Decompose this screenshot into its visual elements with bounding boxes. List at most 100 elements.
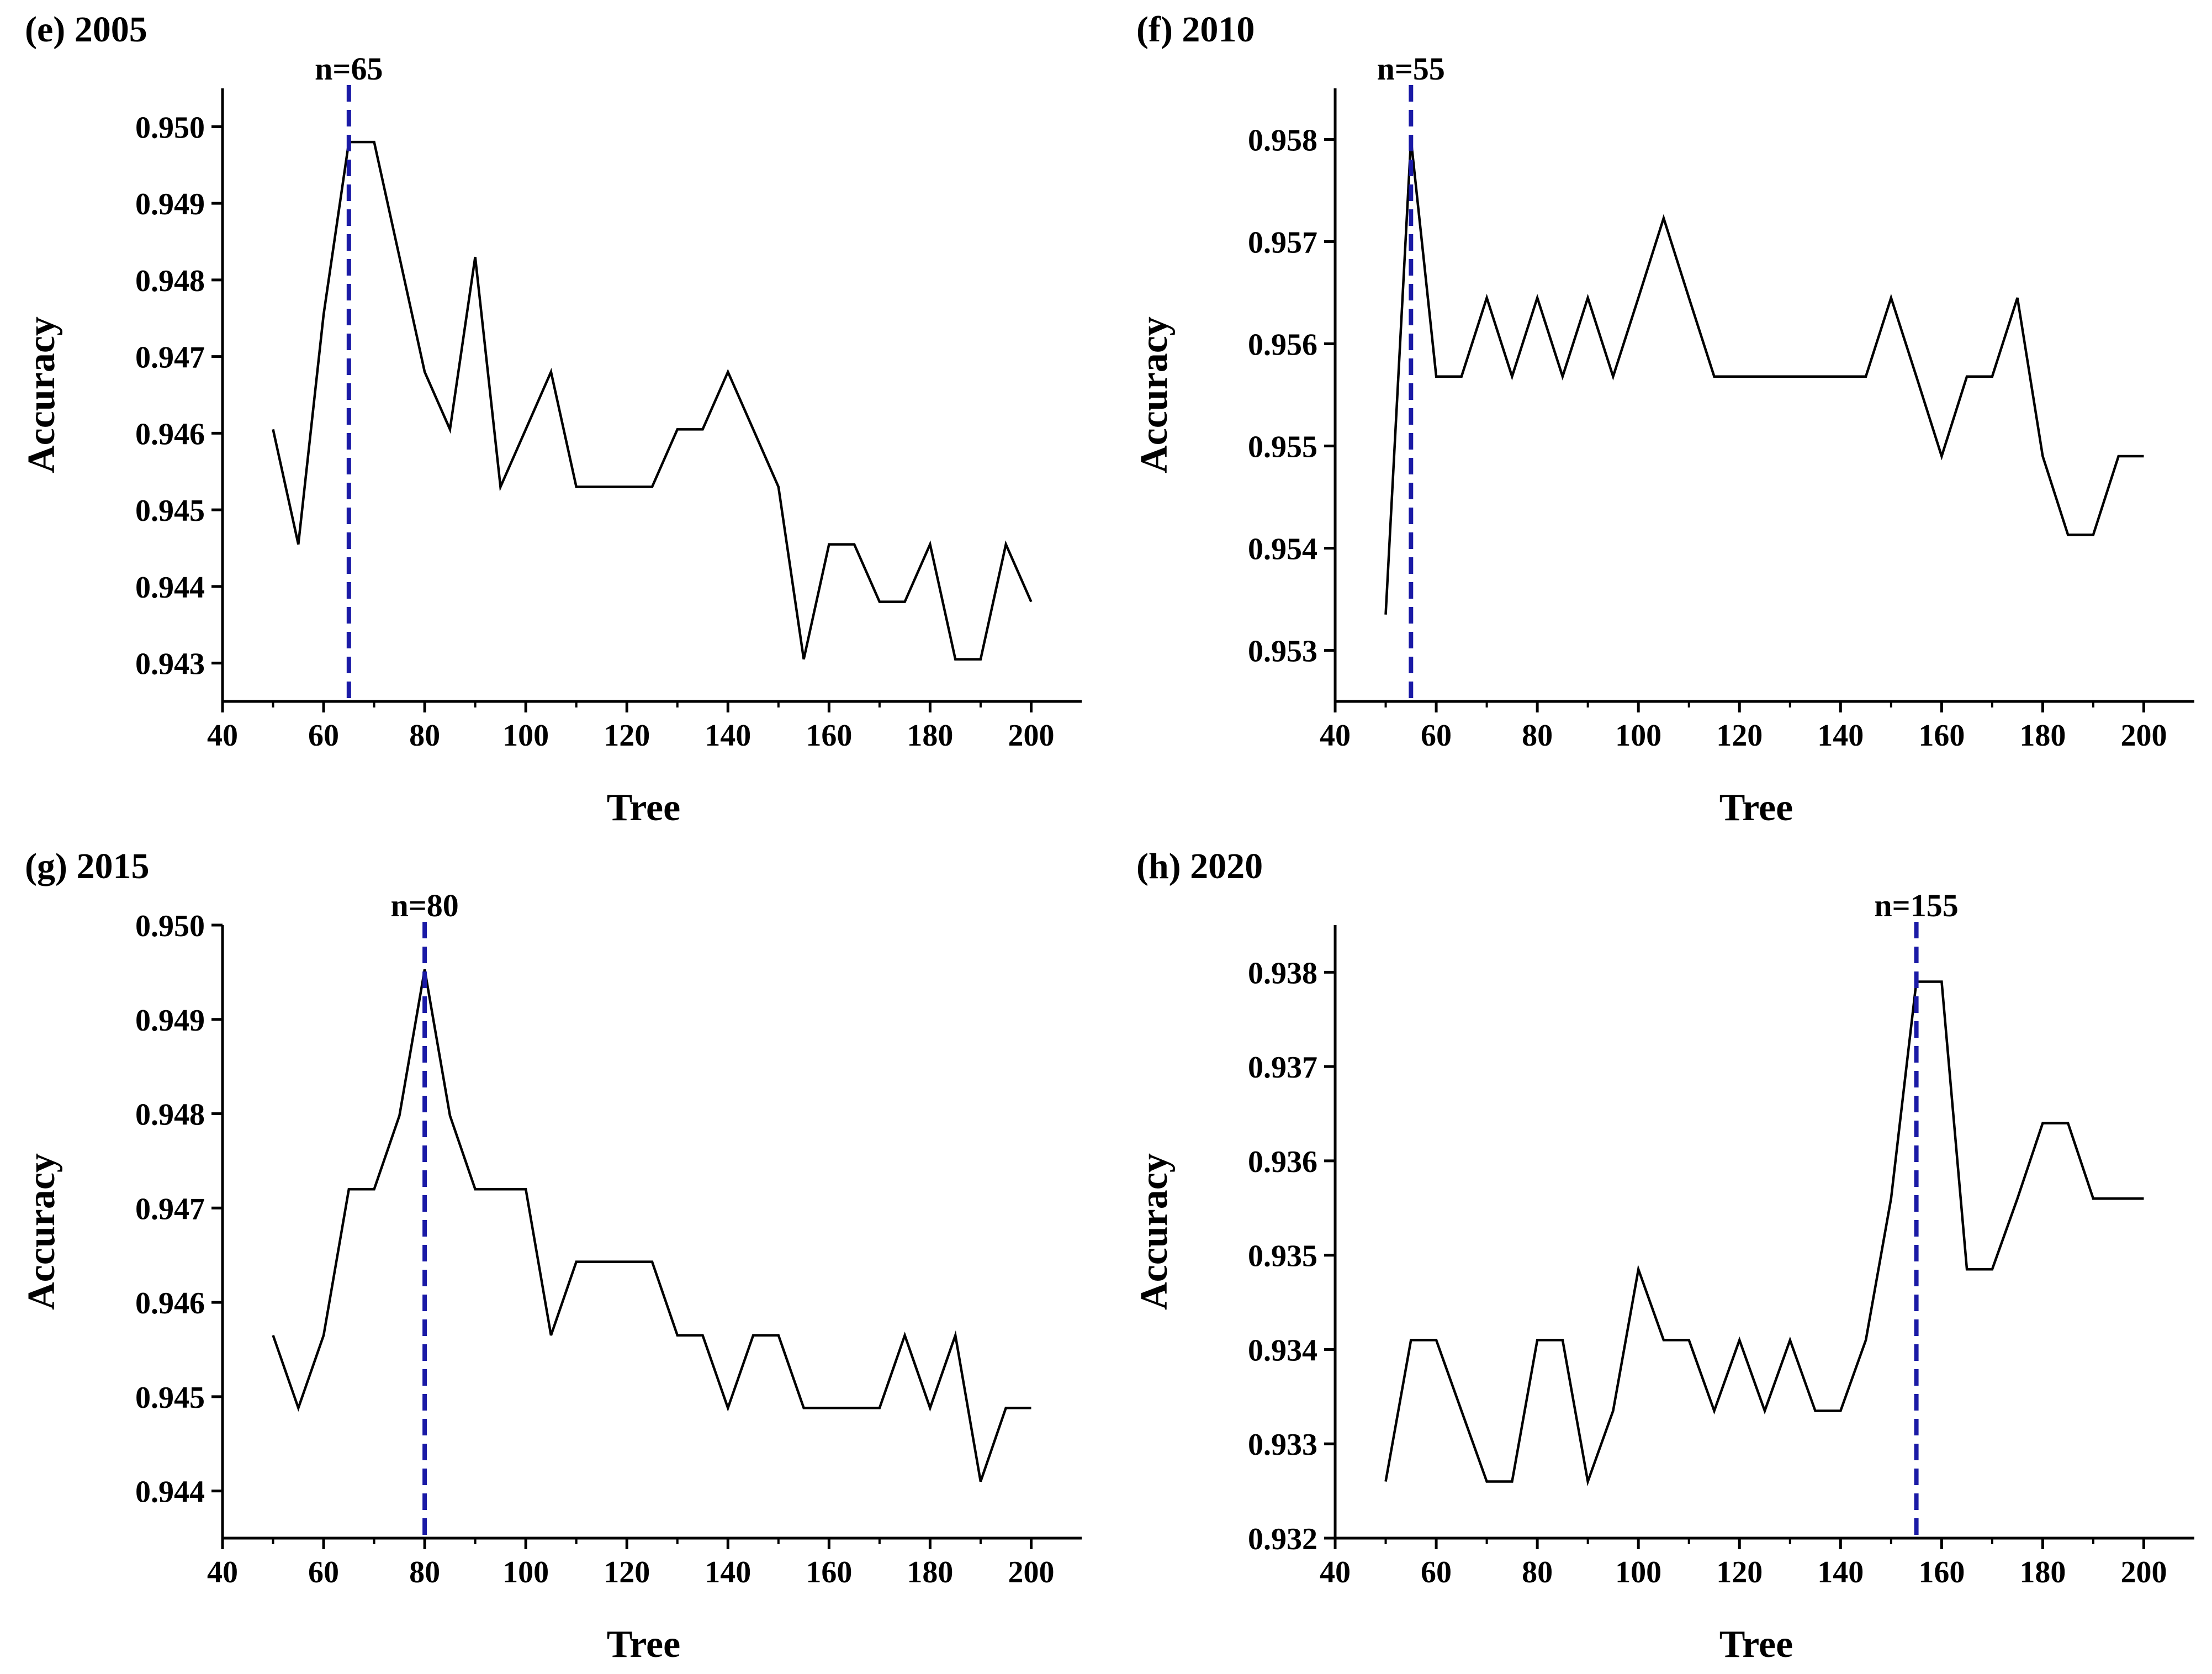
x-tick-label: 160 xyxy=(806,719,852,753)
data-point xyxy=(777,485,780,489)
x-tick-label: 100 xyxy=(502,719,549,753)
data-point xyxy=(878,1406,881,1409)
data-point xyxy=(423,968,426,971)
x-tick-label: 120 xyxy=(1716,1555,1763,1589)
x-tick-label: 80 xyxy=(409,1555,440,1589)
data-point xyxy=(1864,375,1867,378)
y-tick-label: 0.935 xyxy=(1248,1239,1317,1274)
data-point xyxy=(903,600,907,604)
chart-panel-h: (h) 2020 40 60 80 100 120 140 160 180 200 0.932 0.9… xyxy=(1133,846,2194,1666)
x-tick-label: 40 xyxy=(207,1555,238,1589)
data-point xyxy=(979,1480,982,1483)
data-point xyxy=(676,1334,679,1337)
data-point xyxy=(752,427,755,431)
x-tick-label: 80 xyxy=(409,719,440,753)
x-tick-label: 160 xyxy=(806,1555,852,1589)
data-point xyxy=(1738,375,1741,378)
data-point xyxy=(322,1334,325,1337)
x-tick-label: 100 xyxy=(502,1555,549,1589)
data-point xyxy=(2041,1122,2044,1125)
data-point xyxy=(1561,1338,1564,1342)
data-point xyxy=(1839,1409,1842,1412)
data-point xyxy=(1586,1480,1590,1483)
data-point xyxy=(1561,375,1564,378)
data-point xyxy=(1814,1409,1817,1412)
data-point xyxy=(272,427,275,431)
data-point xyxy=(1485,1480,1489,1483)
data-point xyxy=(1611,375,1615,378)
data-point xyxy=(1940,980,1943,983)
data-point xyxy=(1637,296,1640,299)
data-point xyxy=(1864,1338,1867,1342)
accuracy-series-line xyxy=(272,140,1033,661)
data-point xyxy=(499,485,502,489)
data-point xyxy=(1687,1338,1691,1342)
data-point xyxy=(297,1406,300,1409)
data-point xyxy=(2117,455,2120,458)
data-point xyxy=(625,485,628,489)
data-point xyxy=(928,543,932,546)
data-point xyxy=(726,1406,729,1409)
y-tick-label: 0.938 xyxy=(1248,956,1317,990)
data-point xyxy=(1029,600,1033,604)
x-tick-label: 40 xyxy=(1320,719,1351,753)
data-point xyxy=(1814,375,1817,378)
chart-title: (f) 2010 xyxy=(1136,9,1255,50)
data-point xyxy=(474,255,477,258)
x-axis-label: Tree xyxy=(1719,786,1793,829)
data-point xyxy=(499,1187,502,1191)
data-point xyxy=(625,1260,628,1264)
x-tick-label: 140 xyxy=(705,1555,751,1589)
optimal-tree-label: n=80 xyxy=(390,888,458,923)
chart-title: (e) 2005 xyxy=(25,9,147,50)
data-point xyxy=(878,600,881,604)
data-point xyxy=(1965,1268,1968,1271)
x-tick-label: 80 xyxy=(1522,719,1553,753)
data-point xyxy=(575,485,578,489)
data-point xyxy=(701,1334,705,1337)
x-tick-label: 60 xyxy=(308,719,339,753)
data-point xyxy=(1409,1338,1412,1342)
data-point xyxy=(1029,1406,1033,1409)
x-tick-label: 60 xyxy=(308,1555,339,1589)
data-point xyxy=(398,255,401,258)
chart-title: (g) 2015 xyxy=(25,846,149,886)
y-tick-label: 0.957 xyxy=(1248,226,1317,260)
data-point xyxy=(423,370,426,373)
y-axis-label: Accuracy xyxy=(1133,316,1176,473)
y-tick-label: 0.950 xyxy=(135,909,205,943)
x-axis-label: Tree xyxy=(1719,1623,1793,1666)
data-point xyxy=(474,1187,477,1191)
data-point xyxy=(524,427,527,431)
data-point xyxy=(752,1334,755,1337)
x-tick-label: 140 xyxy=(1817,719,1864,753)
x-tick-label: 120 xyxy=(604,1555,650,1589)
data-point xyxy=(1435,375,1438,378)
data-point xyxy=(1839,375,1842,378)
y-tick-label: 0.955 xyxy=(1248,430,1317,464)
data-point xyxy=(600,1260,603,1264)
x-tick-label: 200 xyxy=(2120,719,2167,753)
data-point xyxy=(2117,1197,2120,1200)
y-tick-label: 0.949 xyxy=(135,187,205,221)
data-point xyxy=(1510,1480,1514,1483)
data-point xyxy=(676,427,679,431)
data-point xyxy=(650,1260,654,1264)
data-point xyxy=(1940,455,1943,458)
data-point xyxy=(802,1406,806,1409)
y-tick-label: 0.954 xyxy=(1248,532,1317,567)
optimal-tree-label: n=155 xyxy=(1874,888,1958,923)
data-point xyxy=(1384,1480,1388,1483)
y-tick-label: 0.953 xyxy=(1248,635,1317,669)
data-point xyxy=(549,1334,553,1337)
y-tick-label: 0.944 xyxy=(135,1475,205,1509)
x-axis-label: Tree xyxy=(607,786,680,829)
y-axis-label: Accuracy xyxy=(20,1153,63,1310)
data-point xyxy=(726,370,729,373)
x-tick-label: 200 xyxy=(1008,1555,1054,1589)
data-point xyxy=(1712,375,1716,378)
data-point xyxy=(1637,1268,1640,1271)
data-point xyxy=(2092,533,2095,536)
y-tick-label: 0.937 xyxy=(1248,1050,1317,1085)
